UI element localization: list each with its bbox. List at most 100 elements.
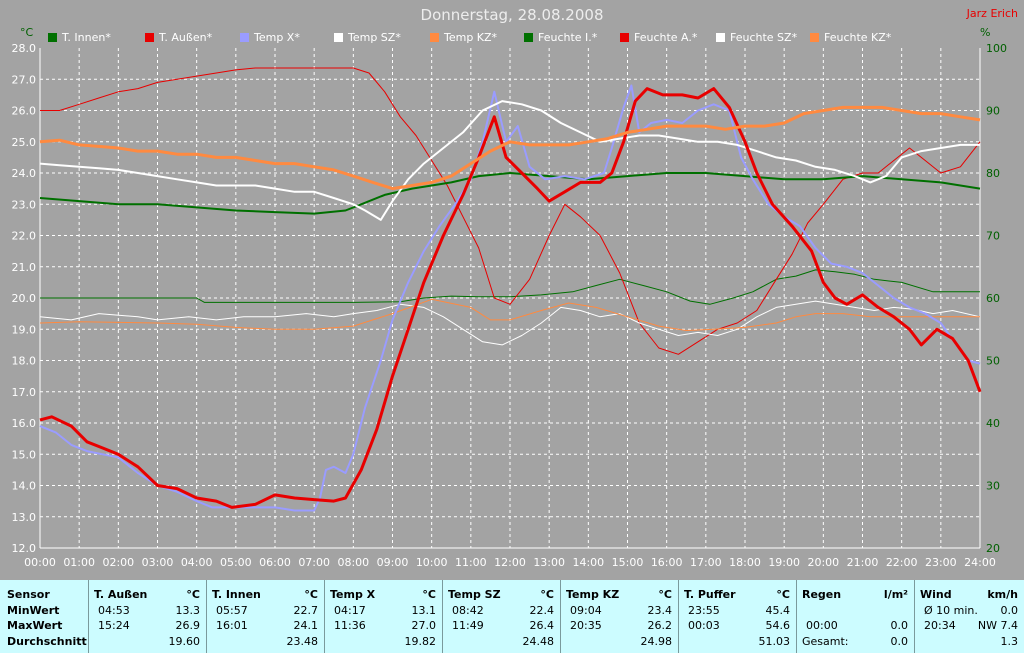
max-value: 26.2 xyxy=(647,619,673,632)
legend-label: Temp X* xyxy=(254,31,300,44)
legend-item: T. Innen* xyxy=(48,31,111,44)
max-time: 00:00 xyxy=(806,619,838,632)
legend-label: Feuchte KZ* xyxy=(824,31,892,44)
sensor-name: T. Außen xyxy=(94,588,148,601)
y-tick-label: 24.0 xyxy=(12,167,37,180)
chart-area: 00:00 01:00 02:00 03:00 04:00 05:00 06:00 07:00… xyxy=(12,6,1019,569)
series-line-feuchte-a xyxy=(40,67,981,355)
legend-item: Feuchte A.* xyxy=(620,31,697,44)
chart-title: Donnerstag, 28.08.2008 xyxy=(420,6,604,24)
x-tick-label: 05:00 xyxy=(220,556,252,569)
stats-column: T. Innen °C 05:57 22.7 16:01 24.1 23.48 xyxy=(206,580,324,653)
sensor-name: Temp SZ xyxy=(448,588,501,601)
column-separator xyxy=(206,580,207,653)
y-tick-label: 25.0 xyxy=(12,136,37,149)
stats-column: T. Außen °C 04:53 13.3 15:24 26.9 19.60 xyxy=(88,580,206,653)
x-tick-label: 13:00 xyxy=(533,556,565,569)
series-line-feuchte-kz xyxy=(39,298,980,331)
min-time: Ø 10 min. xyxy=(924,604,978,617)
max-time: 15:24 xyxy=(98,619,130,632)
stats-column: Wind km/h Ø 10 min. 0.0 20:34 NW 7.4 1.3 xyxy=(914,580,1024,653)
max-time: 00:03 xyxy=(688,619,720,632)
row-label: Durchschnitt xyxy=(7,635,87,648)
max-value: 27.0 xyxy=(411,619,437,632)
min-value: 22.4 xyxy=(529,604,555,617)
legend-swatch xyxy=(240,33,249,42)
max-value: 54.6 xyxy=(765,619,791,632)
y-tick-label: 18.0 xyxy=(12,355,37,368)
max-value: 24.1 xyxy=(293,619,319,632)
min-value: 13.3 xyxy=(175,604,201,617)
column-separator xyxy=(560,580,561,653)
x-tick-label: 15:00 xyxy=(612,556,644,569)
row-label: MaxWert xyxy=(7,619,63,632)
min-time: 05:57 xyxy=(216,604,248,617)
column-separator xyxy=(442,580,443,653)
min-value: 13.1 xyxy=(411,604,437,617)
column-separator xyxy=(324,580,325,653)
series-line-feuchte-sz xyxy=(39,300,981,346)
y2-tick-label: 70 xyxy=(986,230,1000,243)
left-axis-unit: °C xyxy=(20,26,34,39)
sensor-name: Regen xyxy=(802,588,842,601)
legend-swatch xyxy=(48,33,57,42)
x-tick-label: 00:00 xyxy=(24,556,56,569)
max-value: 0.0 xyxy=(890,619,909,632)
y2-tick-label: 20 xyxy=(986,542,1000,555)
x-tick-label: 23:00 xyxy=(925,556,957,569)
min-time: 08:42 xyxy=(452,604,484,617)
min-value: 0.0 xyxy=(1000,604,1019,617)
legend-label: Temp SZ* xyxy=(348,31,401,44)
stats-column: T. Puffer °C 23:55 45.4 00:03 54.6 51.03 xyxy=(678,580,796,653)
sensor-name: Temp KZ xyxy=(566,588,620,601)
x-tick-label: 18:00 xyxy=(729,556,761,569)
sensor-unit: °C xyxy=(186,588,200,601)
legend-item: Feuchte SZ* xyxy=(716,31,797,44)
legend-swatch xyxy=(524,33,533,42)
max-value: 26.4 xyxy=(529,619,555,632)
sensor-name: T. Innen xyxy=(212,588,261,601)
avg-value: 23.48 xyxy=(286,635,319,648)
x-tick-label: 08:00 xyxy=(337,556,369,569)
legend-swatch xyxy=(620,33,629,42)
y2-tick-label: 50 xyxy=(986,355,1000,368)
x-tick-label: 07:00 xyxy=(298,556,330,569)
series-line-temp-kz xyxy=(39,105,981,191)
y2-tick-label: 60 xyxy=(986,292,1000,305)
min-time: 04:17 xyxy=(334,604,366,617)
max-time: 20:34 xyxy=(924,619,956,632)
row-label: Sensor xyxy=(7,588,50,601)
x-tick-label: 20:00 xyxy=(807,556,839,569)
author-label: Jarz Erich xyxy=(966,7,1018,20)
sensor-unit: °C xyxy=(658,588,672,601)
y-tick-label: 16.0 xyxy=(12,417,37,430)
column-separator xyxy=(914,580,915,653)
y-tick-label: 12.0 xyxy=(12,542,37,555)
x-tick-label: 16:00 xyxy=(651,556,683,569)
max-value: 26.9 xyxy=(175,619,201,632)
right-axis-unit: % xyxy=(980,26,991,39)
sensor-name: T. Puffer xyxy=(684,588,736,601)
legend-label: Feuchte A.* xyxy=(634,31,698,44)
x-tick-label: 02:00 xyxy=(102,556,134,569)
min-value: 22.7 xyxy=(293,604,319,617)
avg-value: 24.48 xyxy=(522,635,555,648)
y2-tick-label: 30 xyxy=(986,480,1000,493)
legend-item: Temp KZ* xyxy=(430,31,497,44)
sensor-name: Temp X xyxy=(330,588,376,601)
legend-label: Feuchte I.* xyxy=(538,31,598,44)
y-tick-label: 28.0 xyxy=(12,42,37,55)
sensor-unit: km/h xyxy=(987,588,1018,601)
stats-table: Sensor MinWert MaxWert Durchschnitt T. Außen… xyxy=(0,580,1024,653)
x-tick-label: 17:00 xyxy=(690,556,722,569)
y-tick-label: 27.0 xyxy=(12,73,37,86)
max-value: NW 7.4 xyxy=(977,619,1018,632)
legend: T. Innen* T. Außen* Temp X* Temp SZ* Temp KZ… xyxy=(48,31,988,45)
avg-value: 24.98 xyxy=(640,635,673,648)
sensor-unit: °C xyxy=(776,588,790,601)
avg-value: 1.3 xyxy=(1000,635,1019,648)
stats-column: Temp KZ °C 09:04 23.4 20:35 26.2 24.98 xyxy=(560,580,678,653)
y-tick-label: 17.0 xyxy=(12,386,37,399)
avg-value: 19.60 xyxy=(168,635,201,648)
legend-swatch xyxy=(334,33,343,42)
